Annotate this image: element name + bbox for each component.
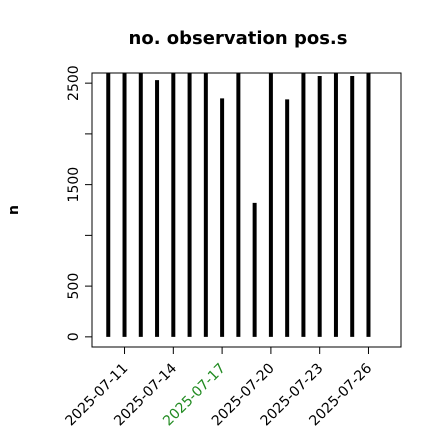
chart-title: no. observation pos.s bbox=[129, 28, 348, 49]
y-tick-label: 500 bbox=[66, 273, 82, 300]
y-axis-label: n bbox=[6, 205, 22, 215]
y-tick-label: 1500 bbox=[66, 167, 82, 203]
y-tick-label: 0 bbox=[66, 332, 82, 341]
plot-frame bbox=[91, 72, 402, 348]
y-tick-label: 2500 bbox=[66, 65, 82, 101]
